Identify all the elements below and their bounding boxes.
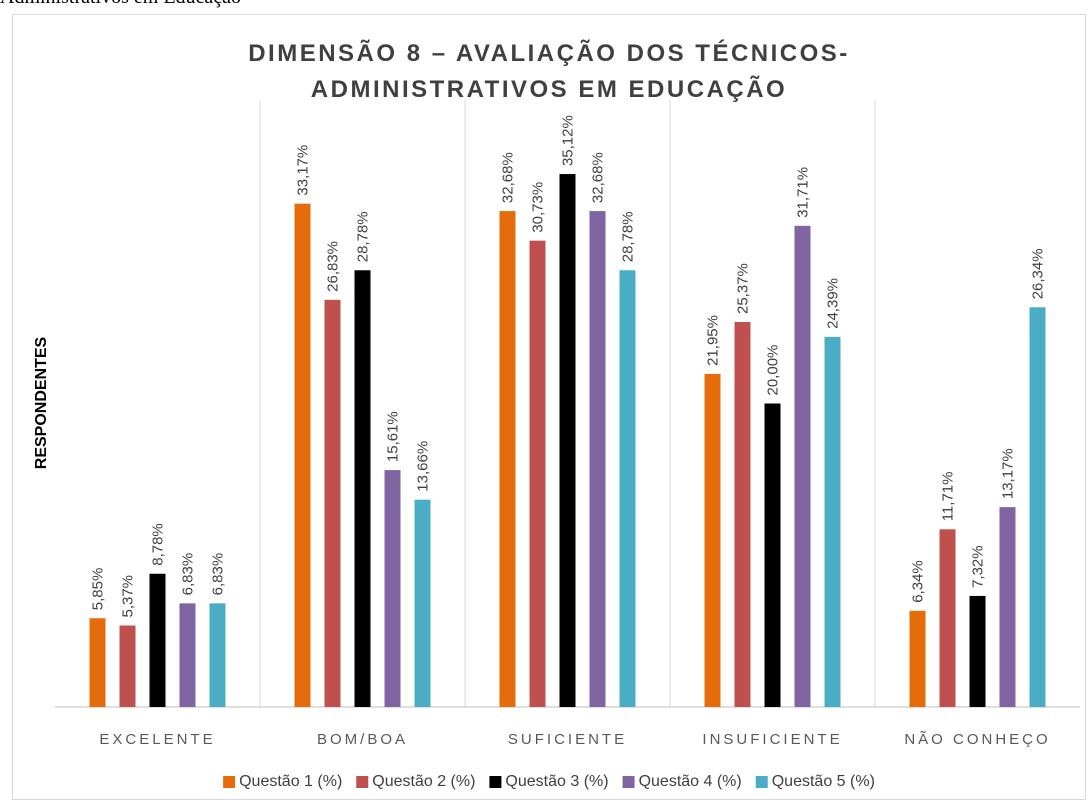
x-tick-label: EXCELENTE	[99, 731, 215, 748]
bar	[764, 403, 781, 707]
value-label: 35,12%	[559, 115, 576, 166]
value-label: 33,17%	[294, 145, 311, 196]
bar	[324, 299, 341, 707]
value-label: 7,32%	[969, 545, 986, 588]
bar	[589, 211, 606, 707]
value-label: 6,34%	[909, 560, 926, 603]
bar	[939, 529, 956, 707]
bar	[414, 499, 431, 707]
bar	[704, 373, 721, 707]
value-label: 28,78%	[354, 211, 371, 262]
value-label: 6,83%	[179, 553, 196, 596]
value-label: 26,34%	[1029, 248, 1046, 299]
chart-frame	[12, 14, 1086, 800]
value-label: 31,71%	[794, 167, 811, 218]
x-tick-label: NÃO CONHEÇO	[904, 731, 1050, 748]
bar	[384, 470, 401, 707]
bar	[529, 240, 546, 708]
value-label: 8,78%	[149, 523, 166, 566]
value-label: 13,17%	[999, 448, 1016, 499]
legend-label: Questão 2 (%)	[372, 773, 475, 790]
legend-label: Questão 3 (%)	[505, 773, 608, 790]
bar	[734, 322, 751, 707]
value-label: 32,68%	[589, 152, 606, 203]
bar	[909, 610, 926, 707]
legend-swatch	[622, 776, 635, 788]
value-label: 13,66%	[414, 441, 431, 492]
chart-title: DIMENSÃO 8 – AVALIAÇÃO DOS TÉCNICOS-ADMI…	[248, 40, 850, 103]
legend-label: Questão 1 (%)	[239, 773, 342, 790]
value-label: 20,00%	[764, 345, 781, 396]
value-label: 30,73%	[529, 182, 546, 233]
legend-swatch	[356, 776, 369, 788]
value-label: 5,37%	[119, 575, 136, 618]
legend-swatch	[223, 776, 236, 788]
value-label: 15,61%	[384, 411, 401, 462]
value-label: 24,39%	[824, 278, 841, 329]
value-label: 11,71%	[939, 472, 956, 522]
bar	[179, 603, 196, 707]
caption: Administrativos em Educação	[0, 0, 241, 9]
value-label: 21,95%	[704, 315, 721, 366]
bar	[559, 174, 576, 707]
bar	[969, 595, 986, 707]
legend-label: Questão 4 (%)	[639, 773, 742, 790]
bar	[89, 618, 106, 707]
bar	[149, 573, 166, 707]
bar	[619, 270, 636, 707]
x-tick-label: SUFICIENTE	[508, 731, 627, 748]
value-label: 32,68%	[499, 152, 516, 203]
value-label: 5,85%	[89, 568, 106, 611]
bar	[999, 507, 1016, 707]
legend-label: Questão 5 (%)	[772, 773, 875, 790]
bar	[824, 336, 841, 707]
y-axis-label: RESPONDENTES	[33, 336, 50, 469]
legend-swatch	[755, 776, 768, 788]
value-label: 28,78%	[619, 211, 636, 262]
x-tick-label: BOM/BOA	[317, 731, 408, 748]
bar	[1029, 307, 1046, 707]
bar	[119, 625, 136, 707]
bar	[794, 225, 811, 707]
value-label: 6,83%	[209, 553, 226, 596]
value-label: 26,83%	[324, 241, 341, 292]
bar	[294, 203, 311, 707]
x-tick-label: INSUFICIENTE	[702, 731, 842, 748]
bar	[209, 603, 226, 707]
bar	[499, 211, 516, 707]
bar	[354, 270, 371, 707]
legend-swatch	[489, 776, 502, 788]
value-label: 25,37%	[734, 263, 751, 314]
